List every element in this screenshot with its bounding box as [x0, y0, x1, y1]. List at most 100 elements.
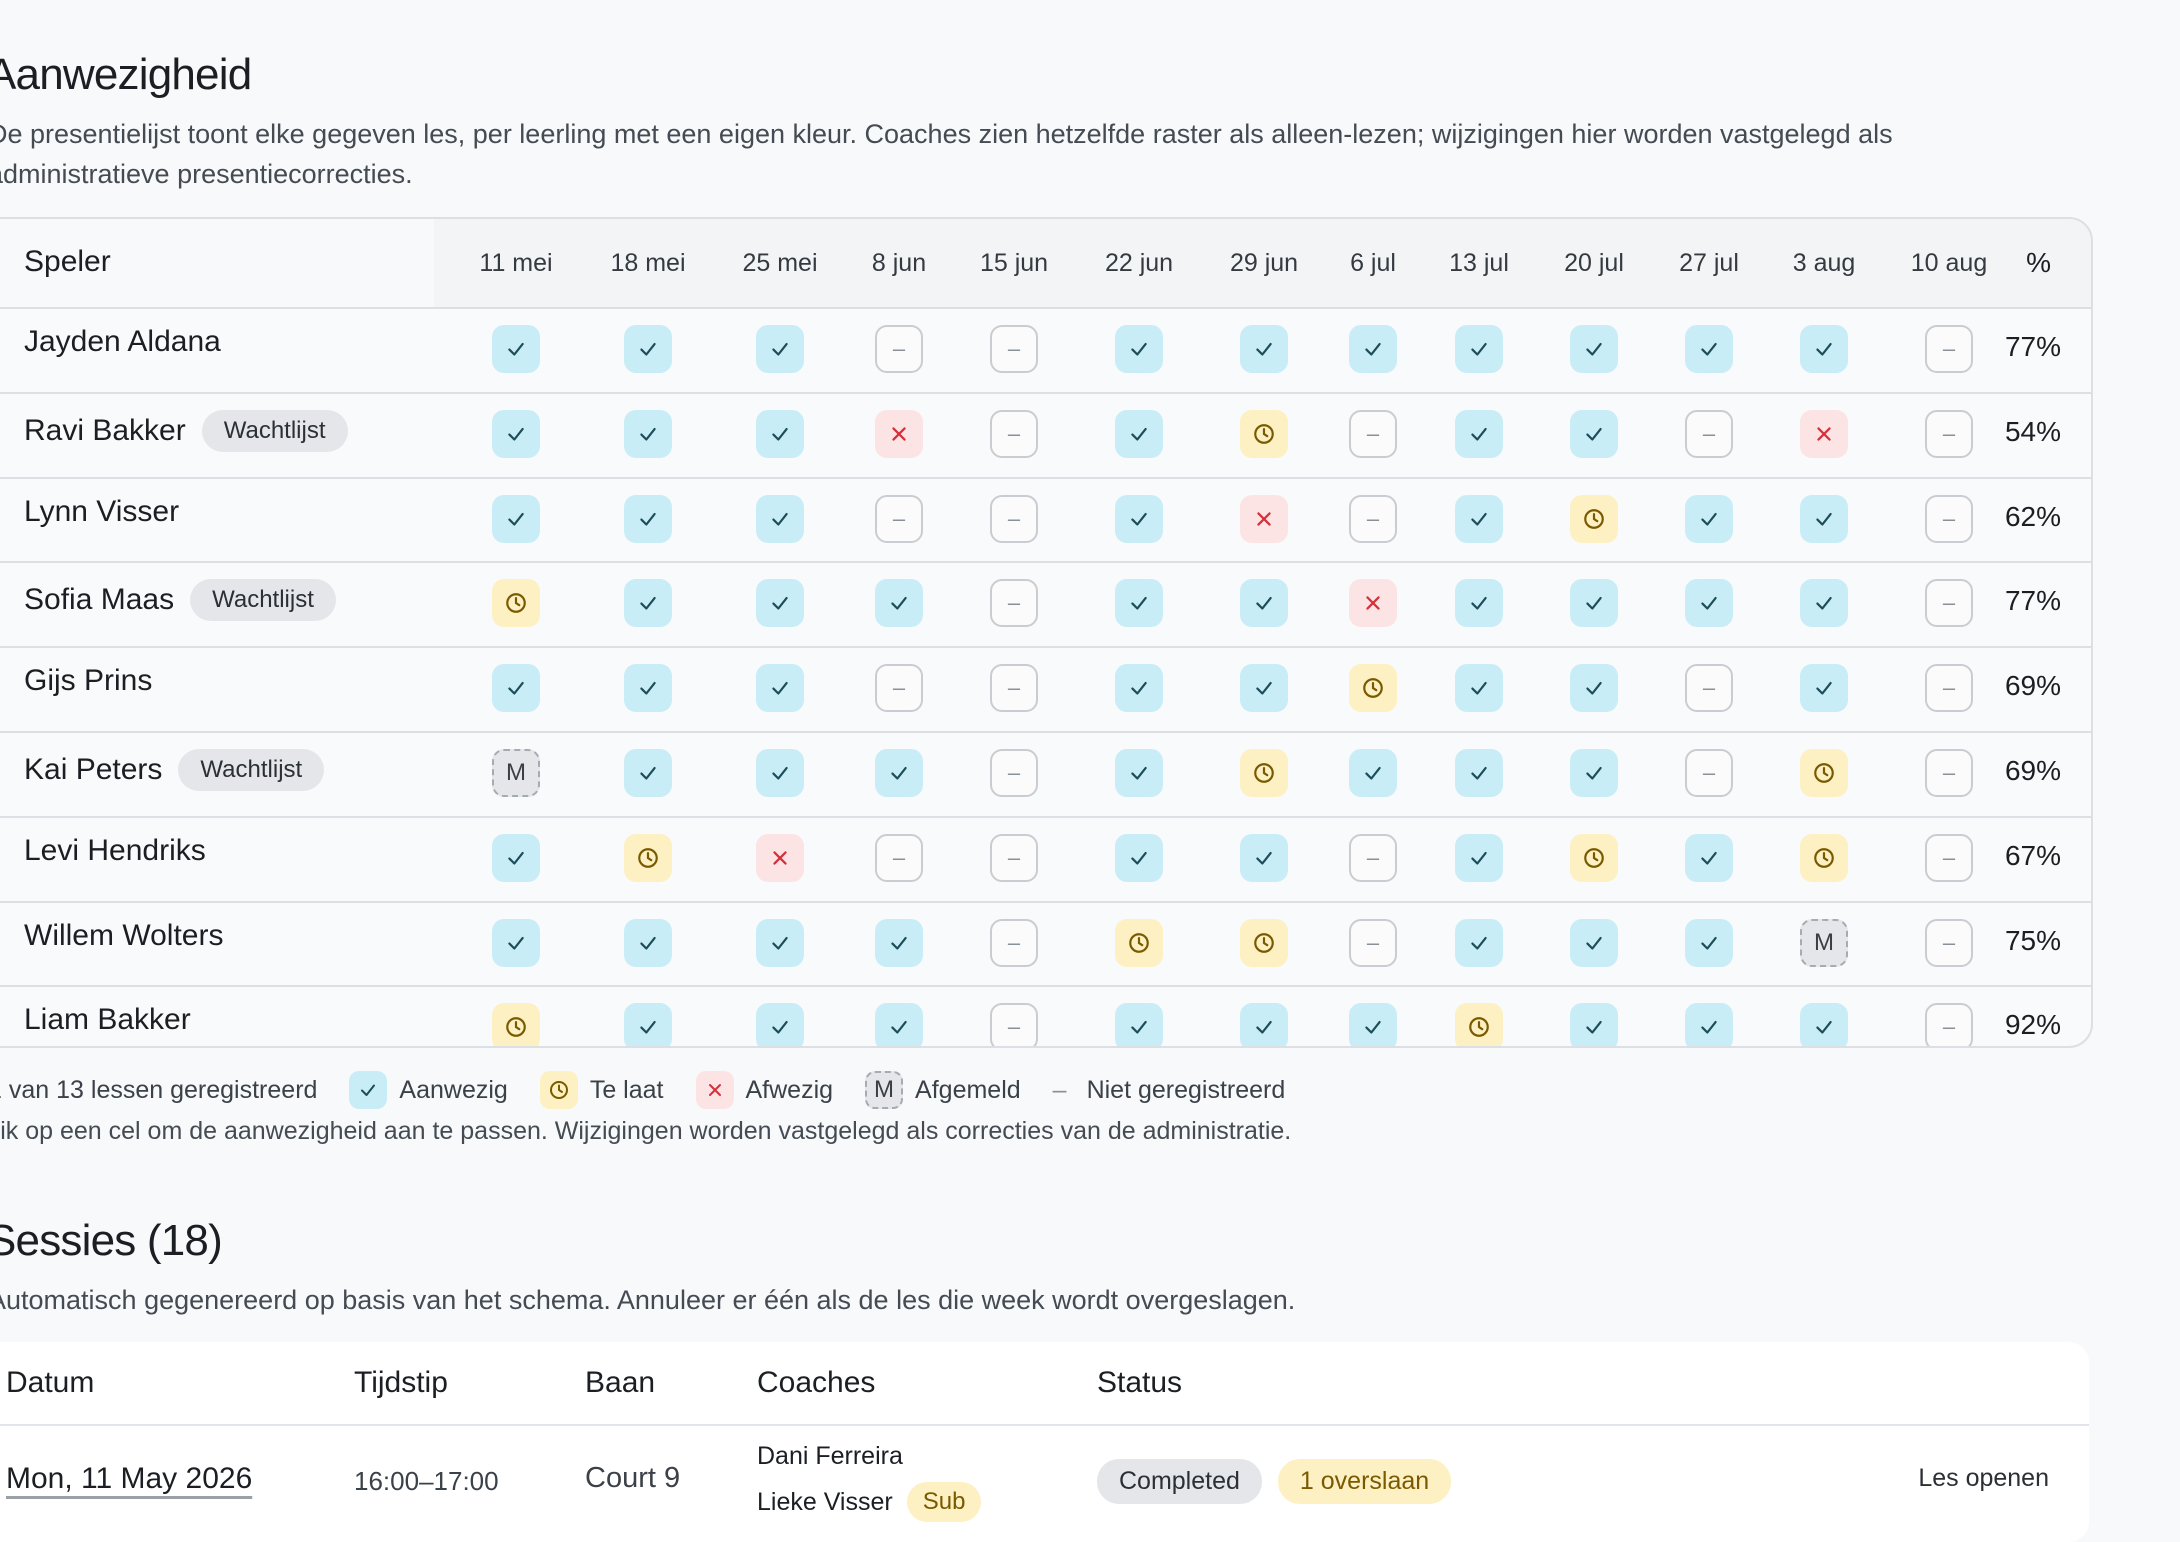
attendance-cell-late[interactable] [624, 833, 672, 882]
attendance-cell-present[interactable] [1240, 833, 1288, 882]
attendance-cell-present[interactable] [756, 579, 804, 628]
attendance-cell-excused[interactable]: M [492, 749, 540, 797]
attendance-cell-present[interactable] [1570, 918, 1618, 967]
attendance-cell-late[interactable] [1800, 833, 1848, 882]
attendance-cell-present[interactable] [1685, 579, 1733, 628]
attendance-cell-none[interactable]: – [990, 918, 1038, 967]
attendance-cell-present[interactable] [1570, 664, 1618, 713]
attendance-cell-none[interactable]: – [1925, 579, 1973, 628]
attendance-cell-present[interactable] [1115, 325, 1163, 373]
attendance-cell-present[interactable] [1455, 918, 1503, 967]
attendance-cell-absent[interactable] [1349, 579, 1397, 628]
attendance-cell-present[interactable] [492, 325, 540, 373]
attendance-cell-present[interactable] [492, 833, 540, 882]
attendance-cell-late[interactable] [1570, 494, 1618, 543]
attendance-cell-present[interactable] [492, 664, 540, 713]
attendance-cell-none[interactable]: – [990, 833, 1038, 882]
attendance-cell-present[interactable] [1800, 579, 1848, 628]
attendance-cell-present[interactable] [1685, 494, 1733, 543]
attendance-cell-present[interactable] [756, 749, 804, 797]
attendance-cell-none[interactable]: – [1925, 833, 1973, 882]
attendance-cell-present[interactable] [1240, 579, 1288, 628]
attendance-cell-present[interactable] [1800, 1003, 1848, 1046]
attendance-cell-late[interactable] [1240, 409, 1288, 458]
attendance-cell-present[interactable] [624, 579, 672, 628]
open-lesson-button[interactable]: Les openen [1918, 1464, 2049, 1492]
attendance-cell-present[interactable] [756, 918, 804, 967]
attendance-cell-none[interactable]: – [1349, 494, 1397, 543]
attendance-cell-present[interactable] [875, 749, 923, 797]
attendance-cell-none[interactable]: – [1925, 918, 1973, 967]
attendance-cell-present[interactable] [1115, 579, 1163, 628]
attendance-cell-none[interactable]: – [990, 1003, 1038, 1046]
attendance-cell-excused[interactable]: M [1800, 918, 1848, 967]
session-date-link[interactable]: Mon, 11 May 2026 [6, 1462, 253, 1495]
attendance-cell-none[interactable]: – [1349, 833, 1397, 882]
attendance-cell-late[interactable] [492, 579, 540, 628]
attendance-cell-present[interactable] [875, 1003, 923, 1046]
attendance-cell-late[interactable] [1800, 749, 1848, 797]
attendance-cell-present[interactable] [1115, 1003, 1163, 1046]
attendance-cell-present[interactable] [1455, 579, 1503, 628]
attendance-cell-present[interactable] [492, 918, 540, 967]
attendance-cell-present[interactable] [1685, 1003, 1733, 1046]
attendance-cell-present[interactable] [1800, 494, 1848, 543]
attendance-cell-none[interactable]: – [990, 749, 1038, 797]
attendance-cell-present[interactable] [1240, 1003, 1288, 1046]
attendance-cell-none[interactable]: – [1685, 664, 1733, 713]
attendance-cell-present[interactable] [624, 1003, 672, 1046]
attendance-cell-present[interactable] [624, 918, 672, 967]
attendance-cell-none[interactable]: – [1925, 494, 1973, 543]
attendance-cell-present[interactable] [1240, 325, 1288, 373]
attendance-cell-present[interactable] [875, 579, 923, 628]
attendance-cell-present[interactable] [1455, 409, 1503, 458]
attendance-cell-present[interactable] [756, 325, 804, 373]
attendance-cell-present[interactable] [624, 409, 672, 458]
attendance-cell-none[interactable]: – [1925, 664, 1973, 713]
attendance-cell-none[interactable]: – [1925, 325, 1973, 373]
attendance-cell-present[interactable] [624, 494, 672, 543]
attendance-cell-absent[interactable] [1800, 409, 1848, 458]
attendance-cell-late[interactable] [1115, 918, 1163, 967]
attendance-cell-late[interactable] [1240, 918, 1288, 967]
attendance-cell-none[interactable]: – [875, 833, 923, 882]
attendance-cell-none[interactable]: – [875, 494, 923, 543]
attendance-cell-present[interactable] [1115, 833, 1163, 882]
attendance-cell-present[interactable] [1455, 325, 1503, 373]
attendance-cell-none[interactable]: – [990, 494, 1038, 543]
attendance-cell-none[interactable]: – [1925, 1003, 1973, 1046]
attendance-cell-none[interactable]: – [1349, 918, 1397, 967]
attendance-cell-present[interactable] [492, 494, 540, 543]
attendance-cell-present[interactable] [1455, 664, 1503, 713]
attendance-cell-absent[interactable] [756, 833, 804, 882]
attendance-cell-present[interactable] [1570, 579, 1618, 628]
attendance-cell-none[interactable]: – [1685, 409, 1733, 458]
attendance-cell-present[interactable] [1349, 325, 1397, 373]
attendance-cell-present[interactable] [1349, 749, 1397, 797]
attendance-cell-none[interactable]: – [1925, 749, 1973, 797]
attendance-cell-present[interactable] [756, 494, 804, 543]
attendance-cell-present[interactable] [1115, 749, 1163, 797]
attendance-cell-present[interactable] [1240, 664, 1288, 713]
attendance-cell-none[interactable]: – [1925, 409, 1973, 458]
attendance-cell-none[interactable]: – [990, 579, 1038, 628]
attendance-cell-late[interactable] [1455, 1003, 1503, 1046]
attendance-cell-absent[interactable] [1240, 494, 1288, 543]
attendance-cell-late[interactable] [1240, 749, 1288, 797]
attendance-cell-present[interactable] [492, 409, 540, 458]
attendance-cell-present[interactable] [1115, 409, 1163, 458]
attendance-cell-present[interactable] [1800, 664, 1848, 713]
attendance-cell-present[interactable] [756, 409, 804, 458]
attendance-cell-late[interactable] [1570, 833, 1618, 882]
attendance-cell-none[interactable]: – [875, 325, 923, 373]
attendance-cell-present[interactable] [1570, 749, 1618, 797]
attendance-cell-none[interactable]: – [1685, 749, 1733, 797]
attendance-cell-present[interactable] [1455, 749, 1503, 797]
attendance-cell-present[interactable] [624, 325, 672, 373]
attendance-cell-present[interactable] [1685, 833, 1733, 882]
attendance-cell-present[interactable] [1349, 1003, 1397, 1046]
attendance-cell-present[interactable] [1800, 325, 1848, 373]
attendance-cell-present[interactable] [756, 1003, 804, 1046]
attendance-cell-none[interactable]: – [990, 409, 1038, 458]
attendance-cell-none[interactable]: – [990, 325, 1038, 373]
